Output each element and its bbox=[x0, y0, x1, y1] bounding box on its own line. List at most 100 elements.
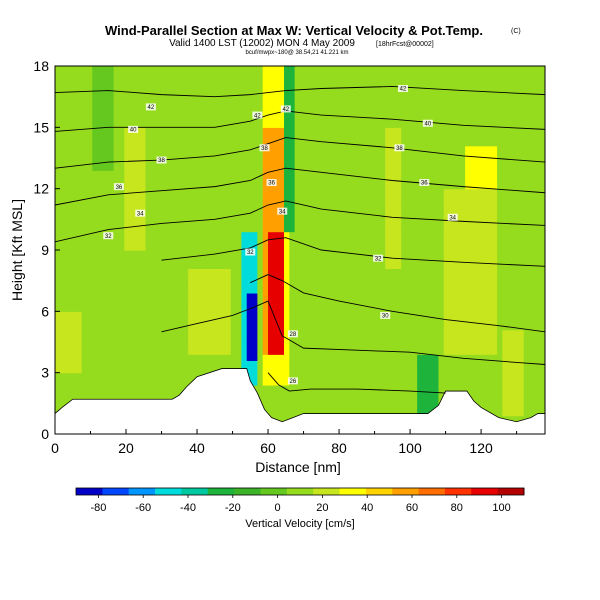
colorbar-swatch bbox=[497, 488, 525, 495]
colorbar-tick-label: -40 bbox=[180, 502, 196, 514]
colorbar-swatch bbox=[234, 488, 261, 495]
contour-label-bg bbox=[397, 84, 408, 92]
contour-label: 38 bbox=[261, 146, 268, 152]
contour-label: 42 bbox=[148, 105, 155, 111]
contour-label: 34 bbox=[137, 211, 144, 217]
colorbar-swatch bbox=[471, 488, 499, 495]
y-axis: 0 3 6 9 12 15 18 bbox=[33, 58, 60, 442]
forecast-note: [18hrFcst@00002] bbox=[376, 41, 434, 48]
colorbar-tick-label: 60 bbox=[406, 502, 418, 514]
contour-label-bg bbox=[447, 213, 458, 221]
colorbar-tick-label: -20 bbox=[225, 502, 241, 514]
y-tick-label: 6 bbox=[41, 303, 49, 319]
y-tick-label: 18 bbox=[33, 58, 49, 74]
plot-area: 42 42 42 42 40 40 38 38 38 36 36 36 34 34 34 32 32 32 30 28… bbox=[55, 66, 545, 434]
colorbar-swatch bbox=[392, 488, 420, 495]
contour-label-bg bbox=[419, 179, 430, 187]
contour-label-bg bbox=[252, 111, 263, 119]
contour-label: 28 bbox=[290, 332, 297, 338]
contour-label: 40 bbox=[130, 128, 137, 134]
contour-label: 32 bbox=[247, 250, 254, 256]
colorbar-swatch bbox=[286, 488, 314, 495]
colorbar-swatch bbox=[128, 488, 156, 495]
x-tick-label: 80 bbox=[331, 440, 347, 456]
colorbar-swatch bbox=[102, 488, 130, 495]
colorbar-swatch bbox=[260, 488, 288, 495]
colorbar-swatch bbox=[365, 488, 393, 495]
colorbar-swatch bbox=[339, 488, 367, 495]
contour-label-bg bbox=[259, 144, 270, 152]
x-axis-label: Distance [nm] bbox=[255, 459, 341, 475]
contour-label-bg bbox=[287, 377, 298, 385]
x-tick-label: 100 bbox=[398, 440, 422, 456]
contour-label: 36 bbox=[116, 185, 123, 191]
colorbar-tick-label: -80 bbox=[90, 502, 106, 514]
colorbar-swatch bbox=[418, 488, 446, 495]
y-tick-label: 15 bbox=[33, 119, 49, 135]
colorbar-swatch bbox=[181, 488, 209, 495]
contour-label: 36 bbox=[268, 181, 275, 187]
contour-label-bg bbox=[113, 183, 124, 191]
theta-contour-36 bbox=[55, 167, 545, 206]
contour-label: 26 bbox=[290, 379, 297, 385]
contour-label-bg bbox=[373, 254, 384, 262]
colorbar-tick-label: 40 bbox=[361, 502, 373, 514]
contour-label: 38 bbox=[396, 146, 403, 152]
contour-label: 34 bbox=[279, 209, 286, 215]
contour-label-bg bbox=[280, 105, 291, 113]
title-mark: (C) bbox=[511, 28, 521, 35]
contour-label-bg bbox=[145, 103, 156, 111]
x-tick-label: 20 bbox=[118, 440, 134, 456]
theta-contour-26 bbox=[267, 372, 446, 394]
theta-contour-42 bbox=[55, 85, 545, 98]
location-info: bcuf/mwpx~180@ 38.54,21 41.221 km bbox=[246, 50, 349, 56]
contour-labels: 42 42 42 42 40 40 38 38 38 36 36 36 34 34 34 32 32 32 30 28… bbox=[103, 84, 458, 385]
contour-label-bg bbox=[394, 144, 405, 152]
contour-label: 34 bbox=[449, 215, 456, 221]
contour-label: 42 bbox=[282, 107, 289, 113]
colorbar-tick-label: 80 bbox=[451, 502, 463, 514]
y-axis-label: Height [Kft MSL] bbox=[9, 199, 25, 301]
x-tick-label: 60 bbox=[260, 440, 276, 456]
chart-subtitle: Valid 1400 LST (12002) MON 4 May 2009 bbox=[169, 38, 355, 49]
colorbar-tick-label: 100 bbox=[492, 502, 510, 514]
contour-label-bg bbox=[380, 311, 391, 319]
x-tick-label: 120 bbox=[469, 440, 493, 456]
contour-label: 36 bbox=[421, 181, 428, 187]
contour-label: 40 bbox=[424, 121, 431, 127]
colorbar-swatch bbox=[76, 488, 103, 495]
colorbar-label: Vertical Velocity [cm/s] bbox=[245, 518, 354, 530]
contour-label-bg bbox=[277, 207, 288, 215]
theta-contour-34 bbox=[55, 200, 545, 243]
x-tick-label: 0 bbox=[51, 440, 59, 456]
contour-label: 32 bbox=[105, 234, 112, 240]
colorbar-swatch bbox=[155, 488, 182, 495]
contour-label-bg bbox=[287, 330, 298, 338]
colorbar-tick-label: 0 bbox=[275, 502, 281, 514]
potential-temperature-contours bbox=[55, 85, 545, 394]
contour-label-bg bbox=[245, 248, 256, 256]
terrain bbox=[55, 368, 545, 434]
colorbar-tick-label: 20 bbox=[316, 502, 328, 514]
contour-label: 30 bbox=[382, 314, 389, 320]
contour-label-bg bbox=[128, 125, 139, 133]
colorbar-swatch bbox=[313, 488, 341, 495]
y-tick-label: 9 bbox=[41, 242, 49, 258]
x-axis: 0 20 40 60 80 100 120 bbox=[51, 429, 518, 456]
theta-contour-30 bbox=[250, 274, 545, 333]
colorbar-swatch bbox=[444, 488, 472, 495]
contour-label: 42 bbox=[400, 87, 407, 93]
colorbar-frame bbox=[75, 487, 525, 496]
x-tick-label: 40 bbox=[189, 440, 205, 456]
colorbar-swatch bbox=[207, 488, 235, 495]
theta-contour-38 bbox=[55, 137, 545, 169]
y-tick-label: 3 bbox=[41, 365, 49, 381]
contour-label-bg bbox=[103, 232, 114, 240]
contour-label-bg bbox=[135, 209, 146, 217]
contour-label-bg bbox=[422, 119, 433, 127]
contour-label: 32 bbox=[375, 256, 382, 262]
contour-label: 38 bbox=[158, 158, 165, 164]
theta-contour-40 bbox=[55, 110, 545, 132]
colorbar: -80 -60 -40 -20 0 20 40 60 80 100 bbox=[75, 487, 525, 514]
